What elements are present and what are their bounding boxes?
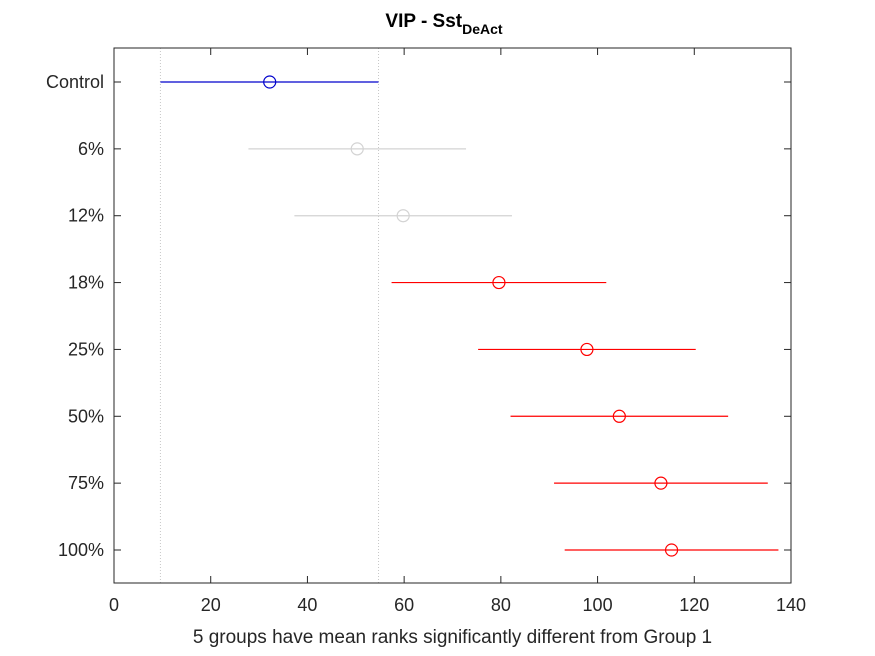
x-tick-label: 40 xyxy=(297,595,317,615)
error-bars xyxy=(160,75,779,557)
y-tick-label: 6% xyxy=(78,139,104,159)
mean-marker xyxy=(263,75,277,89)
y-tick-label: 50% xyxy=(68,406,104,426)
x-tick-label: 100 xyxy=(583,595,613,615)
x-tick-label: 80 xyxy=(491,595,511,615)
mean-marker xyxy=(612,409,626,423)
y-tick-label: 75% xyxy=(68,473,104,493)
group-2 xyxy=(248,142,467,156)
group-5 xyxy=(478,342,696,357)
mean-marker xyxy=(492,275,506,290)
chart-title-main: VIP - Sst xyxy=(385,11,462,32)
x-tick-label: 20 xyxy=(201,595,221,615)
reference-lines xyxy=(159,48,380,583)
group-3 xyxy=(294,209,512,223)
chart-title: VIP - SstDeAct xyxy=(385,11,503,37)
x-axis-label: 5 groups have mean ranks significantly d… xyxy=(193,627,712,648)
y-axis-ticks: Control 6% 12% 18% 25% 50% 75% 100% xyxy=(46,72,791,560)
mean-marker xyxy=(350,142,364,156)
x-tick-label: 120 xyxy=(679,595,709,615)
group-8 xyxy=(564,543,779,557)
x-axis-ticks: 0 20 40 60 80 100 120 140 xyxy=(109,48,806,615)
group-1 xyxy=(160,75,379,89)
plot-area-border xyxy=(113,47,792,584)
mean-marker xyxy=(396,209,410,223)
y-tick-label: 25% xyxy=(68,339,104,359)
x-tick-label: 60 xyxy=(394,595,414,615)
group-7 xyxy=(554,476,768,490)
group-6 xyxy=(510,409,729,423)
x-tick-label: 0 xyxy=(109,595,119,615)
mean-marker xyxy=(664,543,679,557)
x-tick-label: 140 xyxy=(776,595,806,615)
y-tick-label: 18% xyxy=(68,273,104,293)
chart-title-subscript: DeAct xyxy=(462,21,503,37)
y-tick-label: 12% xyxy=(68,206,104,226)
y-tick-label: 100% xyxy=(58,540,104,560)
mean-marker xyxy=(580,342,594,357)
group-4 xyxy=(391,275,607,290)
y-tick-label: Control xyxy=(46,72,104,92)
mean-marker xyxy=(654,476,668,490)
